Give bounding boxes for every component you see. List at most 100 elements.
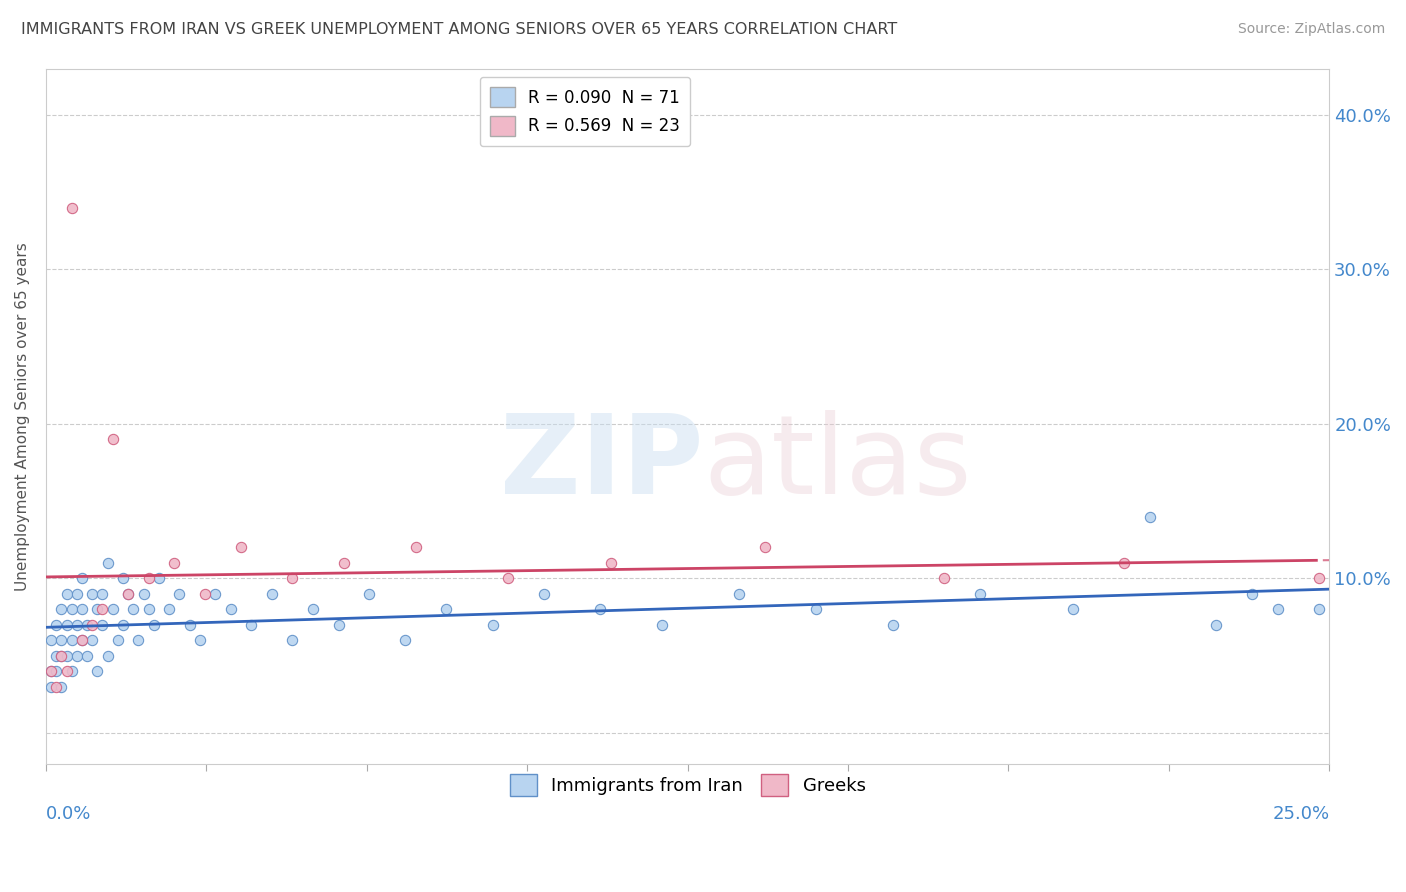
Point — [51, 633, 73, 648]
Point — [82, 587, 104, 601]
Point — [97, 556, 120, 570]
Point — [260, 587, 283, 601]
Point — [39, 680, 62, 694]
Point — [51, 602, 73, 616]
Point — [39, 664, 62, 678]
Point — [76, 617, 98, 632]
Point — [51, 648, 73, 663]
Point — [66, 617, 89, 632]
Point — [169, 587, 191, 601]
Point — [55, 617, 77, 632]
Point — [281, 633, 304, 648]
Point — [179, 617, 201, 632]
Point — [60, 602, 83, 616]
Point — [882, 617, 904, 632]
Point — [111, 571, 134, 585]
Point — [66, 587, 89, 601]
Point — [332, 556, 354, 570]
Point — [45, 680, 67, 694]
Point — [86, 664, 108, 678]
Point — [60, 664, 83, 678]
Point — [111, 617, 134, 632]
Point — [45, 648, 67, 663]
Point — [107, 633, 129, 648]
Point — [39, 664, 62, 678]
Text: 25.0%: 25.0% — [1272, 805, 1329, 823]
Point — [70, 633, 93, 648]
Point — [969, 587, 991, 601]
Point — [754, 541, 776, 555]
Point — [481, 617, 503, 632]
Point — [60, 201, 83, 215]
Point — [240, 617, 263, 632]
Point — [97, 648, 120, 663]
Point — [281, 571, 304, 585]
Text: ZIP: ZIP — [499, 410, 703, 517]
Text: 0.0%: 0.0% — [46, 805, 91, 823]
Point — [132, 587, 155, 601]
Point — [1139, 509, 1161, 524]
Point — [91, 602, 114, 616]
Point — [101, 433, 124, 447]
Point — [117, 587, 139, 601]
Point — [1112, 556, 1135, 570]
Point — [55, 587, 77, 601]
Legend: Immigrants from Iran, Greeks: Immigrants from Iran, Greeks — [502, 767, 873, 804]
Point — [101, 602, 124, 616]
Point — [45, 617, 67, 632]
Point — [188, 633, 211, 648]
Point — [76, 648, 98, 663]
Point — [45, 664, 67, 678]
Point — [1205, 617, 1227, 632]
Point — [91, 617, 114, 632]
Point — [496, 571, 519, 585]
Point — [55, 648, 77, 663]
Point — [204, 587, 226, 601]
Point — [1267, 602, 1289, 616]
Point — [51, 680, 73, 694]
Point — [70, 633, 93, 648]
Text: Source: ZipAtlas.com: Source: ZipAtlas.com — [1237, 22, 1385, 37]
Point — [117, 587, 139, 601]
Point — [219, 602, 242, 616]
Point — [533, 587, 555, 601]
Point — [1308, 571, 1330, 585]
Point — [66, 648, 89, 663]
Point — [138, 571, 160, 585]
Point — [229, 541, 252, 555]
Text: atlas: atlas — [703, 410, 972, 517]
Point — [804, 602, 827, 616]
Point — [599, 556, 621, 570]
Point — [157, 602, 180, 616]
Point — [163, 556, 186, 570]
Point — [328, 617, 350, 632]
Point — [148, 571, 170, 585]
Point — [70, 571, 93, 585]
Point — [142, 617, 165, 632]
Point — [122, 602, 145, 616]
Text: IMMIGRANTS FROM IRAN VS GREEK UNEMPLOYMENT AMONG SENIORS OVER 65 YEARS CORRELATI: IMMIGRANTS FROM IRAN VS GREEK UNEMPLOYME… — [21, 22, 897, 37]
Point — [138, 602, 160, 616]
Point — [194, 587, 217, 601]
Point — [302, 602, 325, 616]
Point — [359, 587, 381, 601]
Point — [70, 602, 93, 616]
Point — [91, 587, 114, 601]
Point — [1062, 602, 1084, 616]
Point — [394, 633, 416, 648]
Point — [405, 541, 427, 555]
Point — [1241, 587, 1264, 601]
Point — [728, 587, 751, 601]
Point — [82, 617, 104, 632]
Point — [51, 648, 73, 663]
Point — [55, 664, 77, 678]
Point — [39, 633, 62, 648]
Point — [651, 617, 673, 632]
Point — [82, 633, 104, 648]
Point — [934, 571, 956, 585]
Y-axis label: Unemployment Among Seniors over 65 years: Unemployment Among Seniors over 65 years — [15, 242, 30, 591]
Point — [434, 602, 457, 616]
Point — [60, 633, 83, 648]
Point — [127, 633, 149, 648]
Point — [589, 602, 612, 616]
